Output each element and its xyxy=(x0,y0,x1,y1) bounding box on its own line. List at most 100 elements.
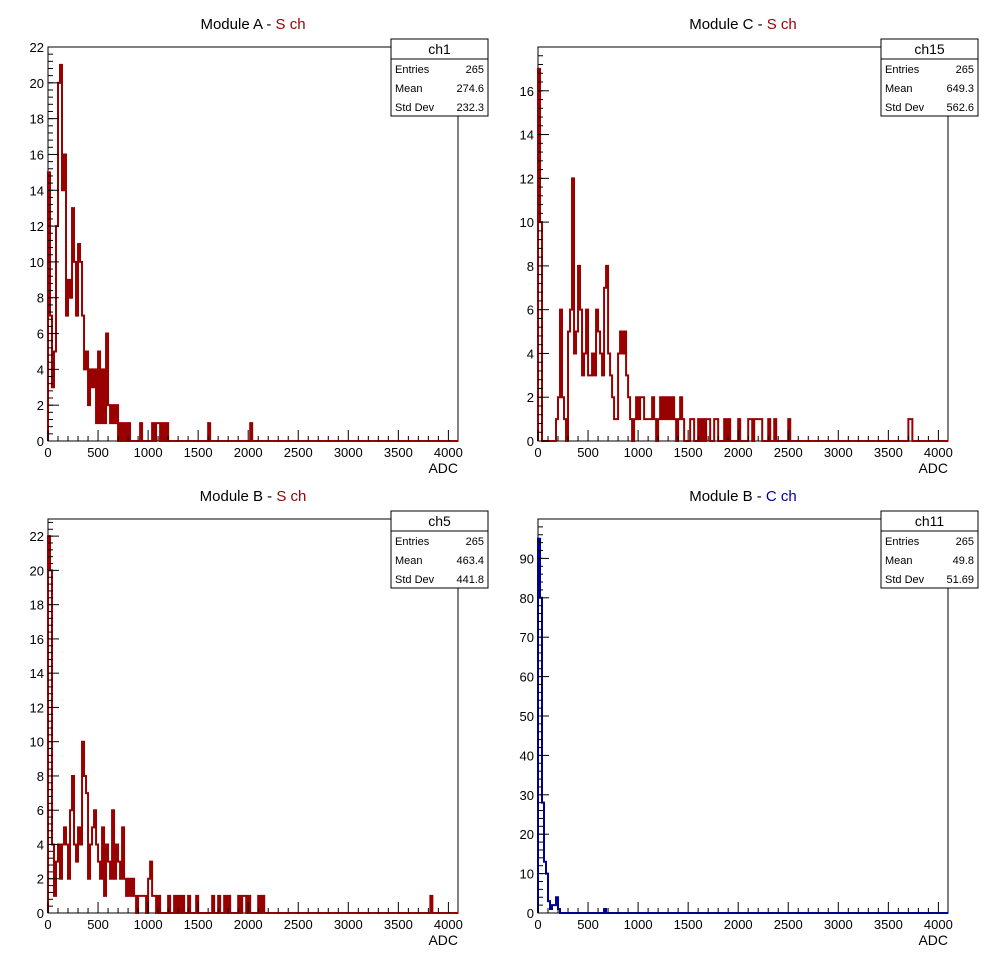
stats-value: 232.3 xyxy=(456,102,484,114)
x-tick-label: 3500 xyxy=(384,445,413,460)
x-tick-label: 2500 xyxy=(284,445,313,460)
y-tick-label: 20 xyxy=(30,563,44,578)
y-tick-label: 0 xyxy=(37,434,44,449)
y-tick-label: 14 xyxy=(30,666,44,681)
panel-title: Module B - S ch xyxy=(200,488,307,505)
y-tick-label: 8 xyxy=(37,769,44,784)
histogram-panel-3: Module B - S ch 0 500 1000 1500 2000 2500 3000 3… xyxy=(30,488,489,948)
y-tick-label: 18 xyxy=(30,598,44,613)
panel-title-module: Module A - xyxy=(200,16,275,33)
y-tick-label: 16 xyxy=(520,84,534,99)
stats-name: ch15 xyxy=(914,41,945,57)
stats-box: ch11 Entries 265 Mean 49.8 Std Dev 51.69 xyxy=(880,510,979,589)
stats-value: 265 xyxy=(466,64,484,76)
y-tick-label: 10 xyxy=(520,215,534,230)
histogram-panel-2: Module C - S ch 0 500 1000 1500 2000 2500 3000 3… xyxy=(520,16,979,476)
x-tick-label: 1000 xyxy=(134,445,163,460)
y-tick-label: 2 xyxy=(527,390,534,405)
x-tick-label: 2500 xyxy=(774,445,803,460)
stats-label: Std Dev xyxy=(885,574,925,586)
stats-box-frame xyxy=(390,38,489,117)
stats-box: ch1 Entries 265 Mean 274.6 Std Dev 232.3 xyxy=(390,38,489,117)
y-tick-label: 4 xyxy=(527,346,534,361)
y-tick-label: 8 xyxy=(37,291,44,306)
y-tick-label: 10 xyxy=(30,255,44,270)
y-tick-label: 0 xyxy=(37,906,44,921)
x-tick-label: 500 xyxy=(87,445,109,460)
y-tick-label: 60 xyxy=(520,670,534,685)
x-axis-label: ADC xyxy=(428,460,458,476)
stats-name: ch5 xyxy=(428,513,451,529)
x-tick-label: 3500 xyxy=(384,917,413,932)
y-tick-label: 20 xyxy=(520,827,534,842)
y-tick-label: 22 xyxy=(30,40,44,55)
stats-label: Mean xyxy=(885,555,913,567)
y-tick-label: 70 xyxy=(520,630,534,645)
x-tick-label: 3000 xyxy=(334,917,363,932)
x-tick-label: 1000 xyxy=(134,917,163,932)
stats-box: ch15 Entries 265 Mean 649.3 Std Dev 562.6 xyxy=(880,38,979,117)
y-tick-label: 20 xyxy=(30,76,44,91)
stats-value: 274.6 xyxy=(456,83,484,95)
stats-label: Std Dev xyxy=(395,102,435,114)
stats-value: 562.6 xyxy=(946,102,974,114)
stats-value: 649.3 xyxy=(946,83,974,95)
stats-label: Mean xyxy=(395,83,423,95)
x-tick-label: 1500 xyxy=(184,445,213,460)
x-tick-label: 4000 xyxy=(924,445,953,460)
x-tick-label: 0 xyxy=(44,445,51,460)
y-tick-label: 22 xyxy=(30,529,44,544)
y-tick-label: 0 xyxy=(527,906,534,921)
stats-label: Mean xyxy=(885,83,913,95)
y-tick-label: 2 xyxy=(37,872,44,887)
y-tick-label: 6 xyxy=(37,803,44,818)
panel-title: Module A - S ch xyxy=(200,16,305,33)
x-tick-label: 0 xyxy=(534,917,541,932)
y-tick-label: 14 xyxy=(520,128,534,143)
y-tick-label: 14 xyxy=(30,183,44,198)
y-tick-label: 0 xyxy=(527,434,534,449)
stats-value: 51.69 xyxy=(946,574,974,586)
stats-label: Std Dev xyxy=(885,102,925,114)
x-tick-label: 2000 xyxy=(234,445,263,460)
panel-title: Module B - C ch xyxy=(689,488,797,505)
panel-title: Module C - S ch xyxy=(689,16,797,33)
histogram-line xyxy=(537,537,949,914)
y-tick-label: 30 xyxy=(520,788,534,803)
x-tick-label: 3000 xyxy=(824,445,853,460)
stats-name: ch11 xyxy=(915,513,945,529)
x-tick-label: 1000 xyxy=(624,917,653,932)
stats-label: Entries xyxy=(395,64,430,76)
stats-label: Std Dev xyxy=(395,574,435,586)
stats-value: 441.8 xyxy=(456,574,484,586)
stats-name: ch1 xyxy=(428,41,451,57)
x-tick-label: 3000 xyxy=(334,445,363,460)
stats-value: 265 xyxy=(466,536,484,548)
histogram-line xyxy=(537,67,949,442)
x-tick-label: 0 xyxy=(534,445,541,460)
histogram-line xyxy=(47,535,459,914)
x-axis-label: ADC xyxy=(918,932,948,948)
y-tick-label: 90 xyxy=(520,551,534,566)
x-tick-label: 3000 xyxy=(824,917,853,932)
x-tick-label: 3500 xyxy=(874,917,903,932)
x-tick-label: 1000 xyxy=(624,445,653,460)
x-tick-label: 4000 xyxy=(434,917,463,932)
stats-label: Entries xyxy=(395,536,430,548)
y-tick-label: 4 xyxy=(37,362,44,377)
panel-title-channel: C ch xyxy=(766,488,797,505)
x-tick-label: 500 xyxy=(87,917,109,932)
y-tick-label: 16 xyxy=(30,632,44,647)
y-tick-label: 6 xyxy=(527,303,534,318)
y-tick-label: 6 xyxy=(37,327,44,342)
x-tick-label: 2500 xyxy=(284,917,313,932)
x-tick-label: 2000 xyxy=(724,445,753,460)
y-tick-label: 12 xyxy=(30,700,44,715)
y-tick-label: 12 xyxy=(30,219,44,234)
y-tick-label: 40 xyxy=(520,748,534,763)
x-tick-label: 2000 xyxy=(234,917,263,932)
y-tick-label: 18 xyxy=(30,112,44,127)
y-tick-label: 16 xyxy=(30,147,44,162)
x-tick-label: 2000 xyxy=(724,917,753,932)
panel-title-module: Module B - xyxy=(689,488,766,505)
